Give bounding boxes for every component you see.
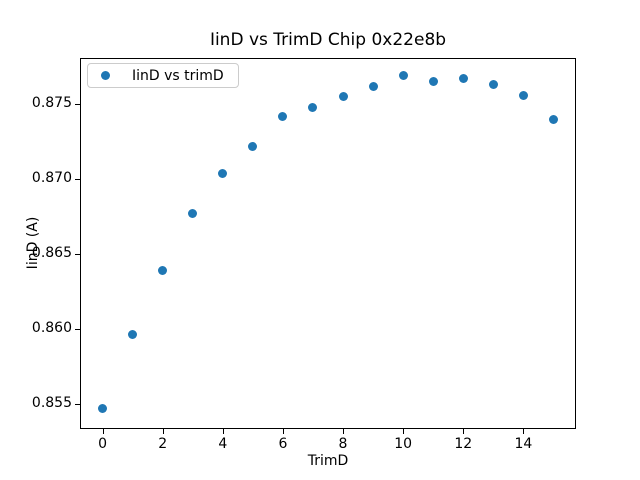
data-point [98,403,108,413]
data-point [308,102,318,112]
plot-area [80,58,576,429]
x-tick [102,429,104,434]
y-tick [75,403,80,405]
data-point [278,111,288,121]
y-tick [75,179,80,181]
x-tick-label: 12 [454,436,473,452]
y-tick [75,104,80,106]
data-point [338,92,348,102]
x-tick-label: 8 [338,436,348,452]
data-point [548,114,558,124]
legend-label: IinD vs trimD [132,67,224,84]
x-tick-label: 2 [158,436,168,452]
x-tick-label: 4 [218,436,228,452]
data-point [158,265,168,275]
data-point [488,80,498,90]
x-tick [222,429,224,434]
legend-marker-icon [101,71,110,80]
y-tick-label: 0.865 [31,244,72,261]
x-tick [403,429,405,434]
y-tick-label: 0.855 [31,394,72,411]
data-point [458,74,468,84]
y-axis-label: IinD (A) [25,216,41,270]
data-point [368,81,378,91]
data-point [248,141,258,151]
y-tick-label: 0.875 [31,95,72,112]
x-tick [282,429,284,434]
x-tick [463,429,465,434]
x-tick-label: 14 [514,436,533,452]
x-tick-label: 0 [98,436,107,452]
data-point [518,90,528,100]
x-tick [343,429,345,434]
data-point [188,209,198,218]
y-tick [75,253,80,255]
y-tick [75,328,80,330]
data-point [128,330,138,340]
x-tick [523,429,525,434]
x-tick [162,429,164,434]
y-tick-label: 0.860 [31,319,72,336]
x-tick-label: 6 [278,436,288,452]
chart-title: IinD vs TrimD Chip 0x22e8b [209,30,447,50]
legend: IinD vs trimD [87,63,239,88]
data-point [428,77,438,87]
data-point [218,168,228,178]
x-axis-label: TrimD [307,453,349,469]
x-tick-label: 10 [394,436,413,452]
data-point [398,71,408,81]
y-tick-label: 0.870 [31,170,72,187]
